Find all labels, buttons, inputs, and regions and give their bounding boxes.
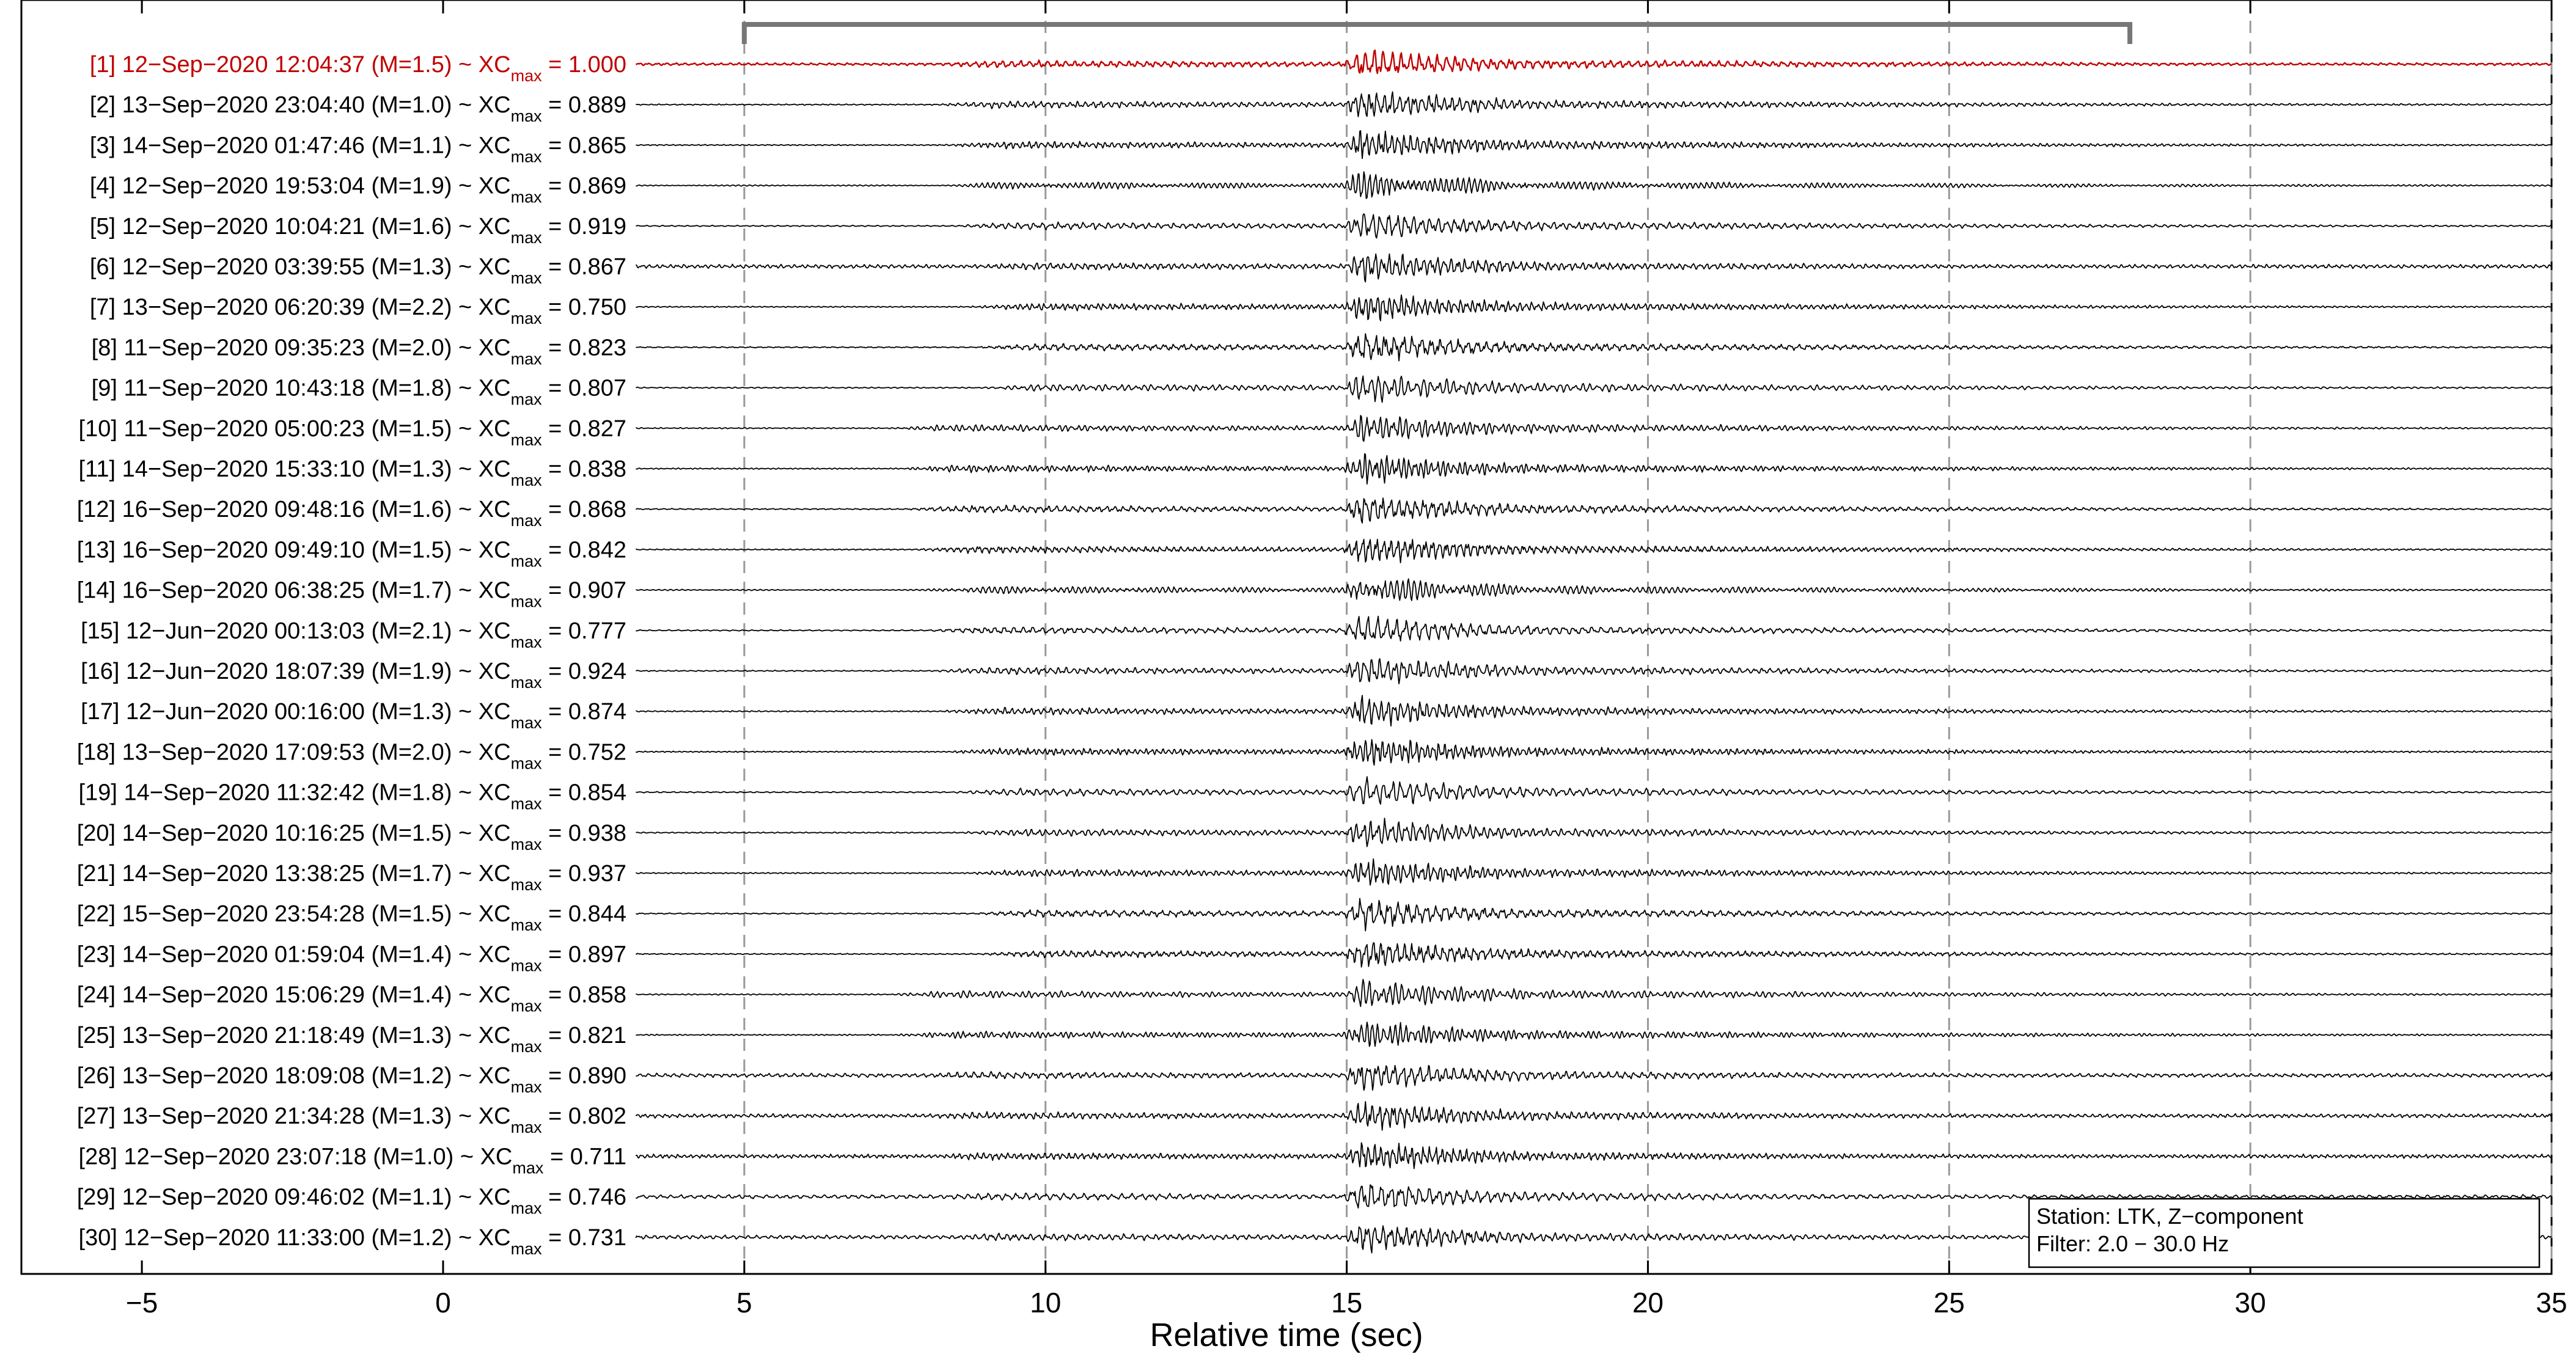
trace-label: [28] 12−Sep−2020 23:07:18 (M=1.0) ~ XCma…: [79, 1144, 626, 1177]
seismogram-trace: [636, 171, 2552, 199]
x-tick-label: 5: [736, 1287, 752, 1319]
trace-label: [29] 12−Sep−2020 09:46:02 (M=1.1) ~ XCma…: [77, 1185, 626, 1218]
seismogram-trace: [636, 578, 2552, 601]
trace-label: [10] 11−Sep−2020 05:00:23 (M=1.5) ~ XCma…: [79, 416, 626, 449]
x-tick-label: 15: [1331, 1287, 1362, 1319]
legend-box: Station: LTK, Z−component Filter: 2.0 − …: [2028, 1198, 2541, 1268]
trace-label: [2] 13−Sep−2020 23:04:40 (M=1.0) ~ XCmax…: [90, 92, 626, 125]
x-tick-label: 35: [2536, 1287, 2567, 1319]
x-axis: −5 0 5 10 15 20 25 30 35: [126, 0, 2567, 1319]
seismogram-trace: [636, 130, 2552, 159]
trace-labels: [1] 12−Sep−2020 12:04:37 (M=1.5) ~ XCmax…: [77, 52, 626, 1258]
trace-label: [1] 12−Sep−2020 12:04:37 (M=1.5) ~ XCmax…: [90, 52, 626, 85]
x-tick-label: 25: [1934, 1287, 1965, 1319]
seismogram-trace: [635, 1101, 2552, 1131]
x-axis-title: Relative time (sec): [1150, 1317, 1423, 1353]
seismogram-trace: [635, 538, 2552, 563]
trace-label: [13] 16−Sep−2020 09:49:10 (M=1.5) ~ XCma…: [77, 537, 626, 570]
window-bracket: [741, 22, 2132, 44]
plot-frame: [20, 0, 2553, 1275]
seismogram-trace: [636, 91, 2552, 117]
x-tick-label: −5: [126, 1287, 158, 1319]
seismogram-trace: [636, 658, 2552, 685]
seismogram-trace: [636, 453, 2552, 485]
seismogram-trace: [636, 1184, 2552, 1209]
trace-label: [20] 14−Sep−2020 10:16:25 (M=1.5) ~ XCma…: [77, 821, 626, 854]
trace-label: [27] 13−Sep−2020 21:34:28 (M=1.3) ~ XCma…: [77, 1103, 626, 1136]
trace-label: [23] 14−Sep−2020 01:59:04 (M=1.4) ~ XCma…: [77, 942, 626, 975]
legend-frame: [2028, 1198, 2541, 1268]
bracket-line: [741, 22, 2132, 44]
seismogram-trace: [636, 1022, 2552, 1047]
trace-label: [18] 13−Sep−2020 17:09:53 (M=2.0) ~ XCma…: [77, 739, 626, 772]
seismogram-trace: [636, 333, 2552, 362]
seismogram-trace: [635, 497, 2552, 524]
trace-label: [8] 11−Sep−2020 09:35:23 (M=2.0) ~ XCmax…: [92, 335, 626, 368]
trace-label: [5] 12−Sep−2020 10:04:21 (M=1.6) ~ XCmax…: [90, 214, 626, 247]
trace-label: [4] 12−Sep−2020 19:53:04 (M=1.9) ~ XCmax…: [90, 174, 626, 207]
seismogram-trace: [636, 858, 2552, 886]
trace-label: [16] 12−Jun−2020 18:07:39 (M=1.9) ~ XCma…: [81, 659, 626, 692]
trace-label: [14] 16−Sep−2020 06:38:25 (M=1.7) ~ XCma…: [77, 578, 626, 611]
seismogram-trace: [635, 739, 2552, 766]
trace-label: [22] 15−Sep−2020 23:54:28 (M=1.5) ~ XCma…: [77, 901, 626, 934]
trace-label: [19] 14−Sep−2020 11:32:42 (M=1.8) ~ XCma…: [79, 780, 626, 813]
trace-label: [15] 12−Jun−2020 00:13:03 (M=2.1) ~ XCma…: [81, 618, 626, 651]
trace-label: [3] 14−Sep−2020 01:47:46 (M=1.1) ~ XCmax…: [90, 133, 626, 166]
x-tick-label: 10: [1030, 1287, 1061, 1319]
trace-label: [25] 13−Sep−2020 21:18:49 (M=1.3) ~ XCma…: [77, 1023, 626, 1056]
seismogram-trace: [636, 294, 2552, 321]
trace-label: [17] 12−Jun−2020 00:16:00 (M=1.3) ~ XCma…: [81, 699, 626, 732]
trace-label: [7] 13−Sep−2020 06:20:39 (M=2.2) ~ XCmax…: [90, 294, 626, 327]
seismogram-trace: [635, 253, 2552, 283]
trace-label: [9] 11−Sep−2020 10:43:18 (M=1.8) ~ XCmax…: [92, 376, 626, 409]
seismogram-trace: [636, 213, 2552, 239]
seismogram-trace: [636, 375, 2552, 403]
trace-label: [30] 12−Sep−2020 11:33:00 (M=1.2) ~ XCma…: [79, 1225, 626, 1258]
x-tick-label: 20: [1632, 1287, 1664, 1319]
seismogram-trace: [636, 776, 2552, 805]
trace-label: [21] 14−Sep−2020 13:38:25 (M=1.7) ~ XCma…: [77, 861, 626, 894]
seismogram-trace: [636, 695, 2552, 727]
trace-layer: [635, 49, 2552, 1254]
grid-layer: [743, 0, 2553, 1274]
trace-label: [6] 12−Sep−2020 03:39:55 (M=1.3) ~ XCmax…: [90, 254, 626, 287]
legend-station: Station: LTK, Z−component: [2036, 1204, 2303, 1229]
trace-label: [12] 16−Sep−2020 09:48:16 (M=1.6) ~ XCma…: [77, 497, 626, 530]
x-tick-label: 0: [435, 1287, 451, 1319]
legend-filter: Filter: 2.0 − 30.0 Hz: [2036, 1231, 2229, 1256]
trace-label: [11] 14−Sep−2020 15:33:10 (M=1.3) ~ XCma…: [79, 456, 626, 489]
seismogram-trace: [636, 979, 2552, 1008]
x-tick-label: 30: [2235, 1287, 2266, 1319]
trace-label: [24] 14−Sep−2020 15:06:29 (M=1.4) ~ XCma…: [77, 982, 626, 1015]
seismogram-trace: [636, 898, 2552, 932]
seismogram-trace: [635, 942, 2552, 968]
seismogram-trace: [636, 818, 2552, 847]
seismogram-trace: [636, 1065, 2552, 1091]
seismogram-trace: [635, 49, 2552, 75]
trace-label: [26] 13−Sep−2020 18:09:08 (M=1.2) ~ XCma…: [77, 1063, 626, 1096]
seismogram-trace: [635, 1142, 2552, 1169]
seismogram-trace: [636, 415, 2552, 442]
seismogram-trace: [636, 615, 2552, 642]
